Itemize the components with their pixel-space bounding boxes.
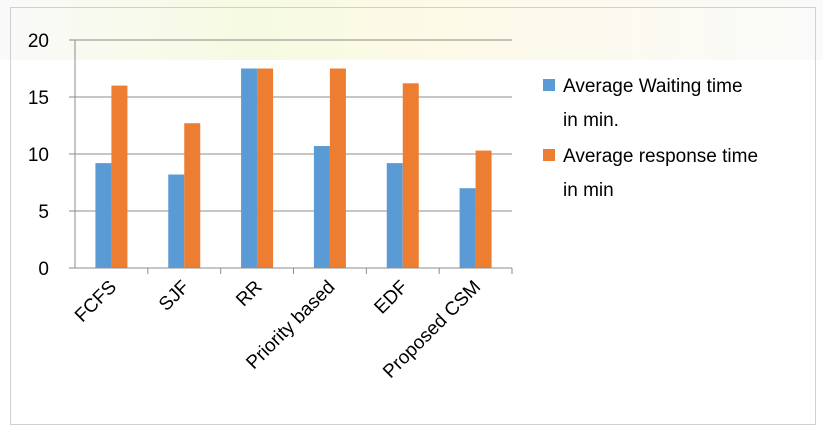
watermark-band xyxy=(0,0,823,60)
y-tick-label: 0 xyxy=(38,259,49,280)
legend-label: Average Waiting time in min. xyxy=(563,76,743,131)
legend-label: Average response time in min xyxy=(563,146,758,201)
bar-waiting xyxy=(313,146,330,268)
bars xyxy=(95,68,492,268)
y-tick-label: 5 xyxy=(38,202,49,223)
x-tick-label: RR xyxy=(232,277,266,311)
gridlines xyxy=(75,39,512,212)
bar-response xyxy=(257,68,274,268)
bar-response xyxy=(329,68,346,268)
legend: Average Waiting time in min. Average respo… xyxy=(543,76,758,201)
bar-waiting xyxy=(386,163,403,268)
bar-response xyxy=(402,83,419,268)
bar-waiting xyxy=(168,174,185,268)
legend-swatch xyxy=(543,149,555,161)
bar-response xyxy=(184,123,201,268)
y-tick-label: 10 xyxy=(28,145,49,166)
bar-response xyxy=(475,150,492,268)
axes xyxy=(69,39,513,274)
bar-waiting xyxy=(241,68,258,268)
x-tick-label: FCFS xyxy=(71,277,121,327)
bar-waiting xyxy=(459,188,476,268)
legend-swatch xyxy=(543,79,555,91)
bar-response xyxy=(111,85,128,268)
x-tick-label: SJF xyxy=(155,277,194,316)
bar-waiting xyxy=(95,163,112,268)
chart-area-border xyxy=(10,7,816,425)
x-tick-label: EDF xyxy=(371,277,413,319)
y-tick-label: 15 xyxy=(28,88,49,109)
y-tick-label: 20 xyxy=(28,31,49,52)
y-tick-labels: 0 5 10 15 20 xyxy=(28,31,49,280)
